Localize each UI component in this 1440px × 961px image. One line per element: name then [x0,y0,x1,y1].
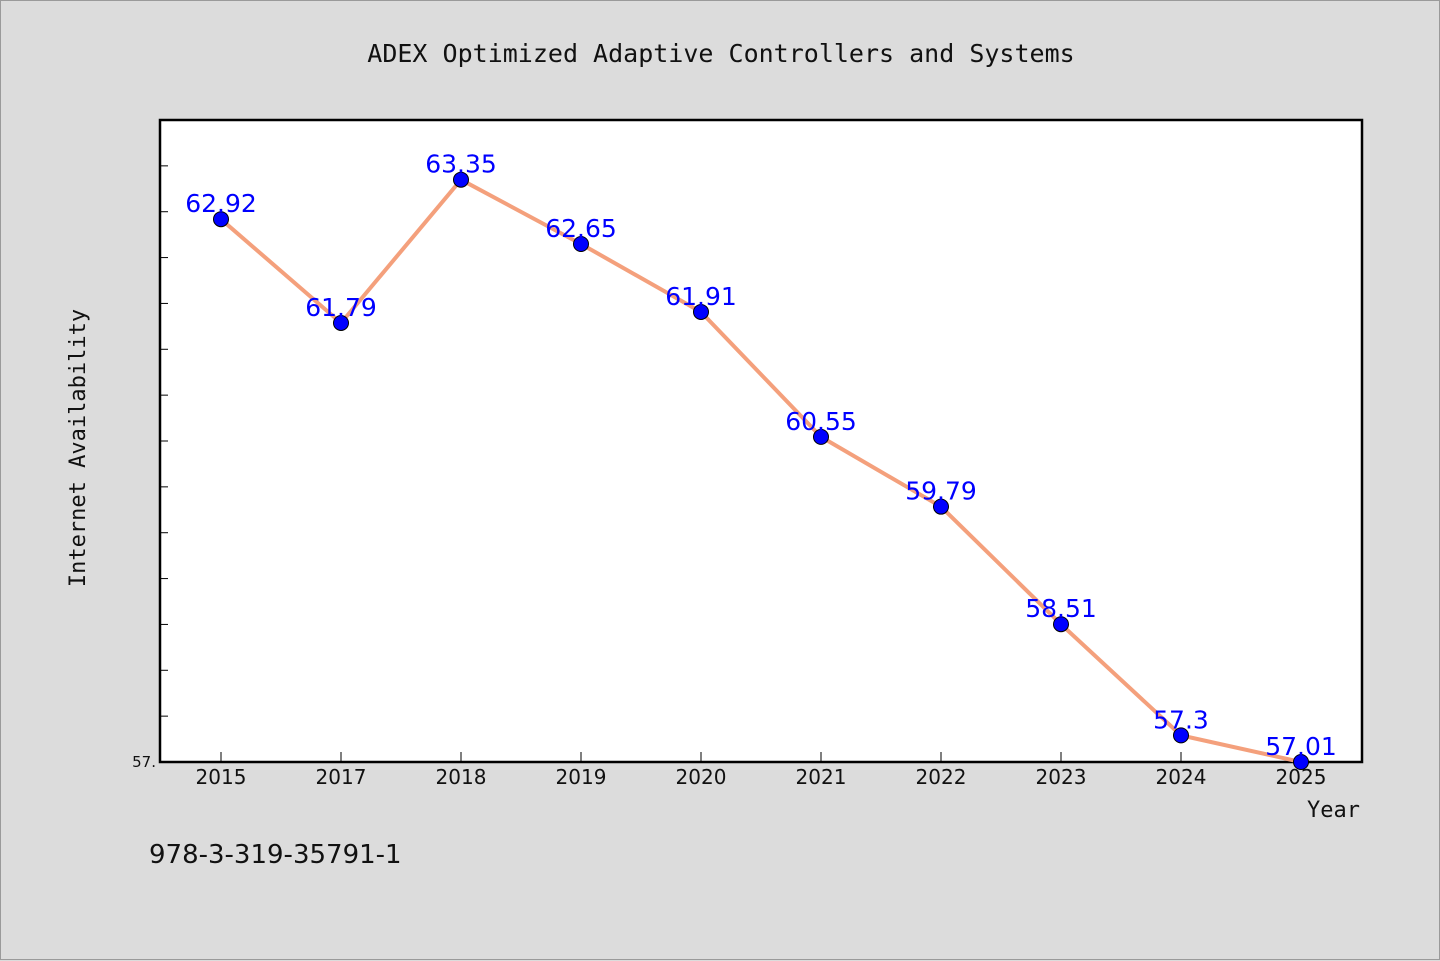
plot-area [158,118,1364,764]
y-axis-ticks [160,119,168,763]
data-label: 63.35 [425,150,497,179]
x-tick-label: 2018 [436,765,487,789]
x-tick-label: 2022 [916,765,967,789]
x-tick-label: 2024 [1156,765,1207,789]
series-markers [213,171,1309,770]
x-tick-label: 2021 [796,765,847,789]
data-point [573,235,589,252]
data-label: 60.55 [785,407,857,436]
chart-title: ADEX Optimized Adaptive Controllers and … [367,39,1074,68]
series-line [219,177,1302,764]
data-label: 58.51 [1025,594,1097,623]
data-label: 57.01 [1265,732,1337,761]
data-point [813,428,829,445]
data-point [213,211,229,228]
data-point [1293,754,1309,770]
data-label: 57.3 [1153,705,1209,734]
y-axis-min-label: 57. [132,753,156,771]
data-point [453,171,469,188]
data-labels: 62.92 61.79 63.35 62.65 61.91 60.55 59.79 58.51… [185,150,1337,761]
data-label: 62.92 [185,189,257,218]
x-axis-ticks: 2015 2017 2018 2019 2020 2021 2022 2023 2024 2025 [196,752,1326,789]
data-point [693,303,709,320]
x-tick-label: 2023 [1036,765,1087,789]
isbn-footer: 978-3-319-35791-1 [149,840,402,870]
x-tick-label: 2017 [316,765,367,789]
data-label: 59.79 [905,477,977,506]
data-point [933,498,949,515]
data-point [1173,727,1189,744]
data-label: 61.79 [305,293,377,322]
x-tick-label: 2019 [556,765,607,789]
data-label: 62.65 [545,214,617,243]
x-tick-label: 2015 [196,765,247,789]
data-label: 61.91 [665,282,737,311]
data-point [1053,616,1069,633]
data-point [333,314,349,331]
y-axis-label: Internet Availability [66,309,91,587]
x-axis-label: Year [1307,798,1360,823]
x-tick-label: 2020 [676,765,727,789]
